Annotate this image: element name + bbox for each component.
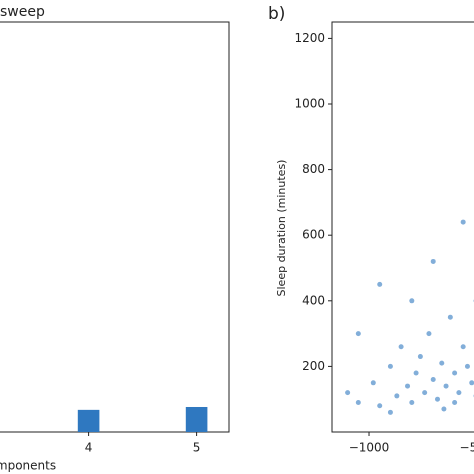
- point: [426, 331, 432, 337]
- point: [456, 390, 462, 396]
- point: [355, 331, 361, 337]
- point: [469, 380, 474, 386]
- point: [452, 399, 458, 405]
- point: [443, 383, 449, 389]
- x-axis-label: mponents: [0, 459, 56, 473]
- x-tick-label: −1000: [349, 441, 390, 455]
- y-tick-label: 600: [302, 228, 325, 242]
- point: [430, 377, 436, 383]
- point: [409, 399, 415, 405]
- point: [387, 409, 393, 415]
- point: [441, 406, 447, 412]
- point: [434, 396, 440, 402]
- point: [452, 370, 458, 376]
- y-tick-label: 800: [302, 162, 325, 176]
- x-tick-label: −500: [460, 441, 474, 455]
- y-tick-label: 400: [302, 293, 325, 307]
- point: [422, 390, 428, 396]
- point: [464, 363, 470, 369]
- point: [377, 281, 383, 287]
- point: [447, 314, 453, 320]
- point: [370, 380, 376, 386]
- bar: [77, 409, 100, 432]
- point: [387, 363, 393, 369]
- y-tick-label: 1200: [294, 31, 325, 45]
- point: [439, 360, 445, 366]
- axes-frame: [0, 21, 230, 433]
- point: [409, 298, 415, 304]
- point: [430, 258, 436, 264]
- panel-title: sweep: [0, 4, 45, 20]
- point: [413, 370, 419, 376]
- point: [345, 390, 351, 396]
- point: [398, 344, 404, 350]
- point: [417, 354, 423, 360]
- x-tick-label: 5: [193, 441, 201, 455]
- point: [355, 399, 361, 405]
- y-tick-label: 1000: [294, 97, 325, 111]
- axes-frame: [331, 21, 474, 433]
- x-tick-label: 4: [85, 441, 93, 455]
- panel-label: b): [268, 4, 285, 24]
- point: [405, 383, 411, 389]
- y-axis-label: Sleep duration (minutes): [275, 160, 288, 297]
- bar: [185, 406, 208, 432]
- y-tick-label: 200: [302, 359, 325, 373]
- point: [377, 403, 383, 409]
- point: [460, 344, 466, 350]
- point: [394, 393, 400, 399]
- point: [460, 219, 466, 225]
